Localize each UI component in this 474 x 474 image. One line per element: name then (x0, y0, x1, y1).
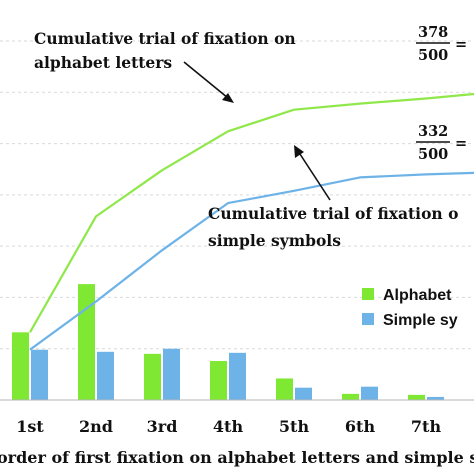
x-tick-label-6th: 6th (345, 417, 376, 436)
alphabet-total-equals: = (455, 36, 467, 53)
symbols-curve-arrowhead (294, 145, 304, 158)
bar-alphabet-7th (408, 394, 425, 400)
legend-alphabet-swatch (362, 288, 374, 300)
symbols-curve-arrow (297, 150, 331, 201)
symbols-total-numerator: 332 (418, 123, 448, 140)
bar-alphabet-6th (342, 393, 359, 400)
bar-symbols-7th (427, 396, 444, 400)
x-tick-labels: 1st 2nd 3rd 4th 5th 6th 7th (16, 417, 441, 436)
alphabet-curve-label-line2: alphabet letters (34, 53, 172, 72)
legend-symbols-label: Simple sy (383, 312, 458, 329)
symbols-total-equals: = (455, 135, 467, 152)
bar-symbols-5th (295, 387, 312, 400)
legend-alphabet-label: Alphabet (383, 287, 452, 304)
bar-symbols-4th (229, 352, 246, 400)
symbols-curve-label-line1: Cumulative trial of fixation o (208, 204, 458, 223)
symbols-curve-label-line2: simple symbols (208, 231, 341, 250)
bar-alphabet-4th (210, 361, 227, 400)
bar-symbols-1st (31, 349, 48, 400)
x-tick-label-7th: 7th (411, 417, 442, 436)
bar-symbols-2nd (97, 351, 114, 400)
cumulative-lines (29, 92, 474, 351)
bar-symbols-6th (361, 386, 378, 400)
bars (12, 284, 444, 400)
alphabet-total-numerator: 378 (418, 24, 448, 41)
cumulative-line-alphabet (29, 92, 474, 333)
x-tick-label-3rd: 3rd (147, 417, 178, 436)
cumulative-line-symbols (29, 171, 474, 351)
bar-symbols-3rd (163, 348, 180, 400)
bar-alphabet-5th (276, 378, 293, 400)
alphabet-curve-arrowhead (222, 93, 234, 103)
bar-alphabet-1st (12, 332, 29, 400)
alphabet-total-denominator: 500 (418, 47, 448, 64)
bar-alphabet-2nd (78, 284, 95, 400)
alphabet-curve-label-line1: Cumulative trial of fixation on (34, 29, 296, 48)
alphabet-curve-arrow (183, 61, 229, 99)
x-tick-label-5th: 5th (279, 417, 310, 436)
x-tick-label-2nd: 2nd (79, 417, 113, 436)
x-axis-title: order of first fixation on alphabet lett… (0, 448, 474, 467)
bar-alphabet-3rd (144, 353, 161, 400)
x-tick-label-4th: 4th (213, 417, 244, 436)
symbols-total-denominator: 500 (418, 146, 448, 163)
legend-symbols-swatch (362, 313, 374, 325)
x-tick-label-1st: 1st (16, 417, 44, 436)
